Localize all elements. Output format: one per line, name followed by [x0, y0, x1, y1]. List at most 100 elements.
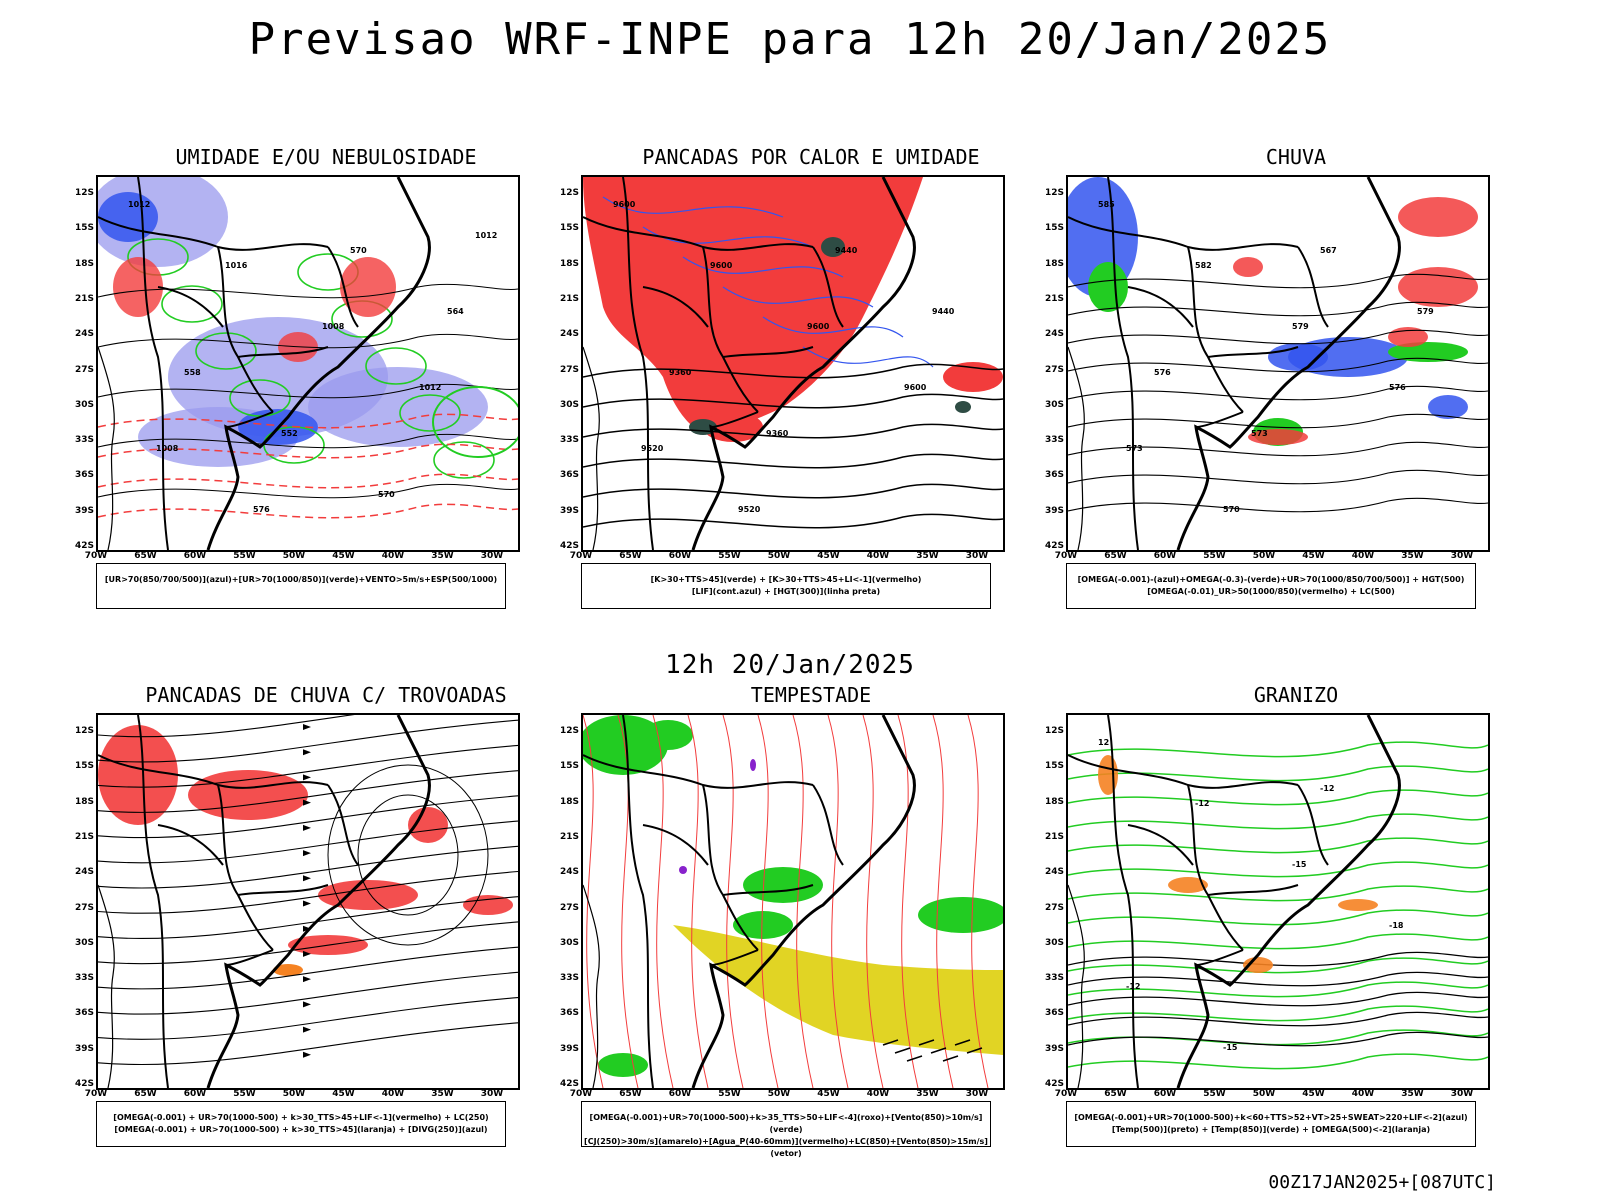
latitude-tick-label: 24S	[1044, 867, 1064, 878]
hgt500-isoline	[1068, 497, 1488, 513]
latitude-tick-label: 27S	[1044, 364, 1064, 375]
latitude-tick-label: 27S	[74, 364, 94, 375]
streamline-red	[967, 715, 989, 1088]
subtitle: 12h 20/Jan/2025	[665, 650, 915, 680]
map-area	[581, 713, 1005, 1090]
streamline-arrow	[303, 1051, 311, 1058]
thickness-isoline-red	[98, 443, 518, 459]
omega-area-orange	[1338, 899, 1378, 911]
longitude-tick-label: 50W	[767, 1089, 791, 1099]
hgt500-isoline	[1068, 357, 1488, 373]
latitude-tick-label: 33S	[74, 973, 94, 984]
temp500-contour-black	[1068, 951, 1488, 967]
temp850-contour-green	[1068, 981, 1488, 998]
longitude-tick-label: 70W	[84, 1089, 108, 1099]
panel-title: PANCADAS POR CALOR E UMIDADE	[642, 145, 980, 169]
streamline	[98, 896, 518, 939]
omega-area-blue	[1428, 395, 1468, 419]
legend-line: [CJ(250)>30m/s](amarelo)+[Agua_P(40-60mm…	[584, 1137, 988, 1158]
hgt300-isoline	[583, 423, 1003, 439]
contour-label: 576	[1154, 368, 1171, 377]
panel-tempestade: TEMPESTADE 12S 15S 18S 21S 24S 27S 30S 33S 36S 39S…	[543, 683, 1033, 1183]
coastline	[691, 177, 916, 550]
longitude-tick-label: 70W	[1054, 551, 1078, 561]
country-border	[1297, 246, 1329, 328]
hgt500-isoline	[1068, 329, 1488, 345]
longitude-tick-label: 50W	[282, 551, 306, 561]
country-border	[1187, 246, 1244, 413]
legend-line: [OMEGA(-0.001)+UR>70(1000-500)+k>35_TTS>…	[589, 1113, 983, 1134]
terrain-line	[1068, 884, 1085, 1088]
longitude-tick-label: 60W	[183, 551, 207, 561]
pressure-isobar	[98, 483, 518, 499]
longitude-tick-label: 50W	[1252, 551, 1276, 561]
hgt500-isoline	[1068, 441, 1488, 457]
green-contour	[432, 386, 518, 458]
longitude-tick-label: 35W	[916, 1089, 939, 1099]
longitude-tick-label: 45W	[1302, 551, 1325, 561]
legend-line: [OMEGA(-0.001)-(azul)+OMEGA(-0.3)-(verde…	[1077, 575, 1465, 584]
wind-area-green	[918, 897, 1003, 933]
streamline	[98, 997, 518, 1040]
legend-line: [LIF](cont.azul) + [HGT(300)](linha pret…	[691, 587, 881, 596]
hgt500-isoline	[1068, 469, 1488, 485]
latitude-tick-label: 18S	[74, 796, 94, 807]
streamline-arrow	[303, 749, 311, 756]
temp500-contour-black	[1068, 991, 1488, 1007]
contour-label: 9440	[835, 246, 858, 255]
omega-area-orange	[1168, 877, 1208, 893]
hgt300-isoline	[583, 363, 1003, 379]
contour-label: 9360	[669, 368, 692, 377]
longitude-tick-label: 50W	[282, 1089, 306, 1099]
latitude-tick-label: 33S	[1044, 973, 1064, 984]
contour-label: 9600	[613, 200, 636, 209]
country-border	[710, 411, 759, 428]
green-contour	[161, 285, 223, 323]
latitude-tick-label: 30S	[559, 399, 579, 410]
longitude-tick-label: 70W	[1054, 1089, 1078, 1099]
latitude-tick-label: 42S	[1044, 1079, 1064, 1089]
longitude-tick-label: 45W	[817, 551, 840, 561]
coastline	[206, 715, 431, 1088]
temp850-contour-green	[1068, 789, 1488, 806]
longitude-tick-label: 45W	[1302, 1089, 1325, 1099]
streamline	[98, 870, 518, 914]
latitude-tick-label: 42S	[1044, 541, 1064, 551]
country-border	[642, 286, 709, 328]
country-border	[1127, 824, 1194, 866]
contour-label: 570	[378, 490, 395, 499]
latitude-tick-label: 30S	[1044, 937, 1064, 948]
streamline	[98, 946, 518, 990]
latitude-tick-label: 30S	[559, 937, 579, 948]
longitude-tick-label: 30W	[965, 1089, 989, 1099]
latitude-tick-label: 27S	[559, 902, 579, 913]
legend-line: [K>30+TTS>45](verde) + [K>30+TTS>45+LI<-…	[650, 575, 922, 584]
temp850-contour-green	[1068, 1053, 1488, 1070]
country-border	[225, 949, 274, 966]
legend-box: [K>30+TTS>45](verde) + [K>30+TTS>45+LI<-…	[581, 563, 991, 609]
purple-storm-area	[679, 866, 687, 874]
longitude-tick-label: 35W	[1401, 551, 1424, 561]
streamline-red	[897, 715, 919, 1088]
temp500-contour-black	[1068, 971, 1488, 987]
latitude-tick-label: 21S	[74, 831, 94, 842]
rain-area-red	[1398, 267, 1478, 307]
country-border	[237, 884, 329, 896]
streamline-arrow	[303, 976, 311, 983]
omega-area-orange	[1098, 755, 1118, 795]
contour-label: 9360	[766, 429, 789, 438]
red-convective-area	[408, 807, 448, 843]
longitude-tick-label: 40W	[866, 551, 890, 561]
temp850-contour-green	[1068, 909, 1488, 926]
latitude-tick-label: 36S	[74, 470, 94, 481]
latitude-tick-label: 42S	[74, 541, 94, 551]
country-border	[583, 216, 814, 251]
coastline	[1176, 715, 1401, 1088]
country-border	[642, 824, 709, 866]
streamline-red	[687, 715, 709, 1088]
hgt500-isoline	[1068, 273, 1488, 289]
latitude-tick-label: 36S	[74, 1008, 94, 1019]
contour-label: 9600	[807, 322, 830, 331]
longitude-tick-label: 60W	[1153, 551, 1177, 561]
red-convective-area	[98, 725, 178, 825]
